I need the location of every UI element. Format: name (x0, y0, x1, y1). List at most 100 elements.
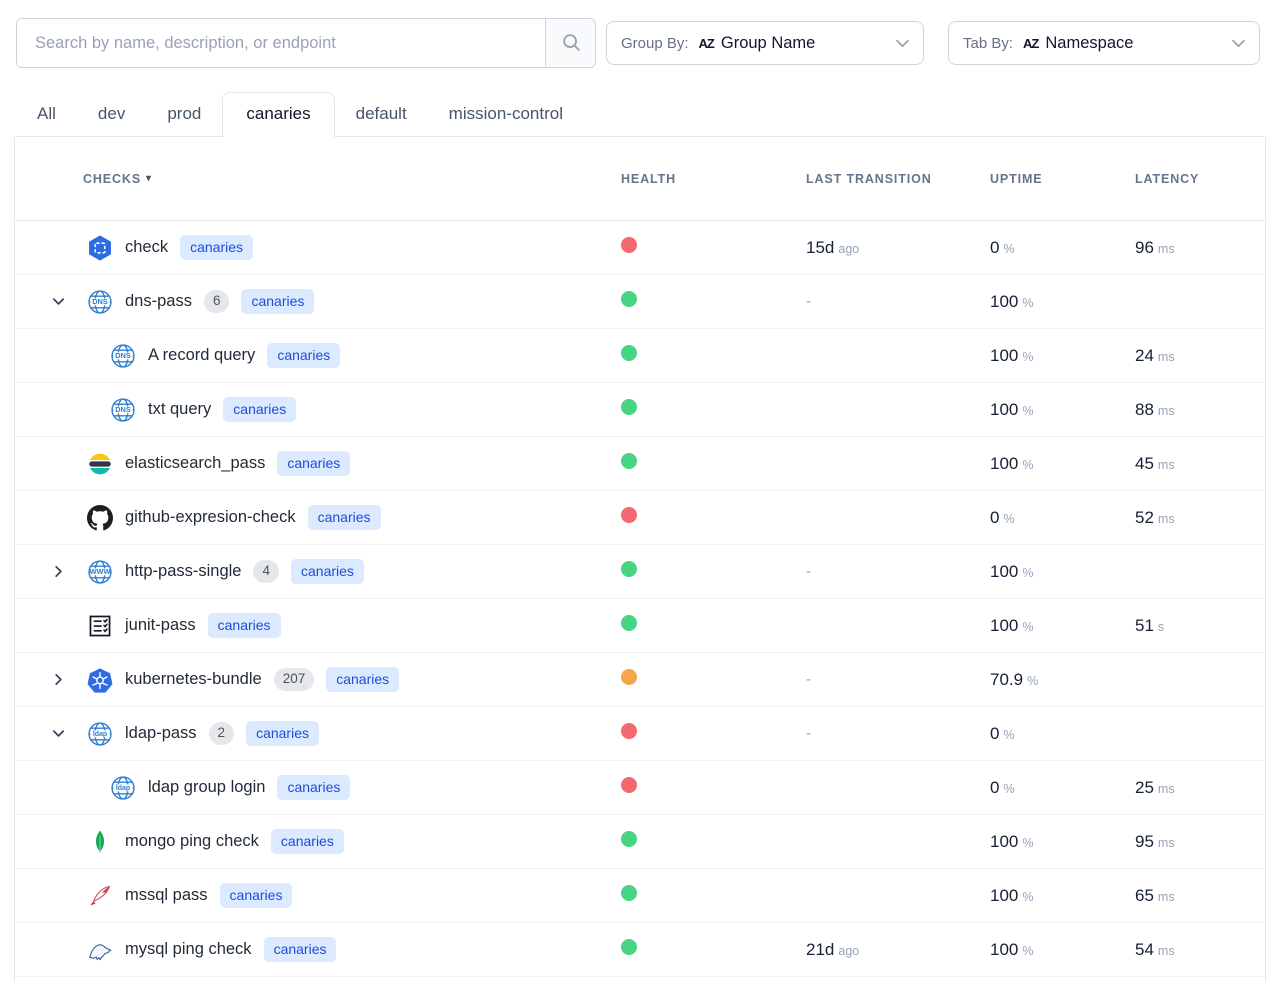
column-header-checks[interactable]: CHECKS ▾ (83, 171, 152, 186)
check-name: txt query (148, 400, 212, 418)
health-cell (607, 453, 792, 474)
table-row[interactable]: check canaries 15d ago 0% 96 ms (15, 221, 1265, 275)
health-status-dot (621, 777, 637, 793)
table-header: CHECKS ▾ HEALTH LAST TRANSITION UPTIME L… (15, 137, 1265, 221)
svg-text:WWW: WWW (90, 567, 111, 576)
group-by-select[interactable]: Group By: A​Z Group Name (606, 21, 924, 65)
ldap-globe-icon: ldap (87, 721, 113, 747)
check-name: kubernetes-bundle (125, 670, 262, 688)
checks-table: CHECKS ▾ HEALTH LAST TRANSITION UPTIME L… (14, 136, 1266, 982)
uptime-cell: 100% (990, 831, 1034, 851)
check-name: elasticsearch_pass (125, 454, 266, 472)
uptime-cell: 100% (990, 615, 1034, 635)
child-count-badge: 207 (273, 668, 315, 691)
namespace-badge: canaries (307, 505, 381, 530)
column-header-last-transition: LAST TRANSITION (806, 171, 932, 186)
search-input[interactable] (17, 19, 545, 67)
container-icon (87, 235, 113, 261)
check-name: http-pass-single (125, 562, 242, 580)
latency-cell: 25 ms (1135, 777, 1175, 797)
health-status-dot (621, 399, 637, 415)
latency-cell (1121, 562, 1265, 582)
namespace-badge: canaries (207, 613, 281, 638)
last-transition-cell (792, 455, 976, 473)
health-cell (607, 615, 792, 636)
health-status-dot (621, 345, 637, 361)
column-header-health: HEALTH (621, 171, 677, 186)
check-name: github-expresion-check (125, 508, 296, 526)
health-status-dot (621, 507, 637, 523)
table-row[interactable]: mysql ping check canaries 21d ago 100% 54… (15, 923, 1265, 977)
tab-dev[interactable]: dev (97, 104, 126, 123)
namespace-badge: canaries (291, 559, 364, 584)
sort-indicator-icon: ▾ (146, 173, 152, 184)
tab-all[interactable]: All (37, 104, 56, 123)
check-name-cell: mssql pass canaries (15, 883, 607, 909)
svg-text:DNS: DNS (115, 405, 131, 414)
chevron-down-icon[interactable] (51, 294, 66, 309)
latency-cell: 24 ms (1135, 345, 1175, 365)
last-transition-cell: - (806, 724, 811, 742)
namespace-badge: canaries (267, 343, 341, 368)
chevron-right-icon[interactable] (51, 672, 66, 687)
health-status-dot (621, 291, 637, 307)
check-name: ldap group login (148, 778, 266, 796)
uptime-cell: 100% (990, 345, 1034, 365)
table-row[interactable]: github-expresion-check canaries 0% 52 ms (15, 491, 1265, 545)
table-row[interactable]: ldap ldap-pass 2 canaries - 0% (15, 707, 1265, 761)
check-name: mssql pass (125, 886, 208, 904)
table-row[interactable]: DNS A record query canaries 100% 24 ms (15, 329, 1265, 383)
expander-slot (51, 726, 87, 741)
table-row[interactable]: ldap ldap group login canaries 0% 25 ms (15, 761, 1265, 815)
uptime-cell: 0% (990, 723, 1015, 743)
health-status-dot (621, 669, 637, 685)
table-row[interactable]: kubernetes-bundle 207 canaries - 70.9% (15, 653, 1265, 707)
tab-canaries[interactable]: canaries (222, 92, 335, 137)
last-transition-cell (792, 833, 976, 851)
health-cell (607, 507, 792, 528)
chevron-right-icon[interactable] (51, 564, 66, 579)
sort-alphabetical-icon: A​Z (1023, 35, 1039, 51)
column-header-latency: LATENCY (1135, 171, 1200, 186)
table-row[interactable]: junit-pass canaries 100% 51 s (15, 599, 1265, 653)
check-name-cell: mongo ping check canaries (15, 829, 607, 855)
uptime-cell: 100% (990, 399, 1034, 419)
tab-prod[interactable]: prod (167, 104, 202, 123)
latency-cell: 45 ms (1135, 453, 1175, 473)
tab-by-label: Tab By: (963, 34, 1014, 52)
uptime-cell: 100% (990, 291, 1034, 311)
table-row[interactable]: DNS dns-pass 6 canaries - 100% (15, 275, 1265, 329)
uptime-cell: 70.9% (990, 669, 1039, 689)
tab-mission-control[interactable]: mission-control (448, 104, 563, 123)
check-name: A record query (148, 346, 256, 364)
table-row[interactable]: mssql pass canaries 100% 65 ms (15, 869, 1265, 923)
health-cell (607, 561, 792, 582)
namespace-badge: canaries (326, 667, 400, 692)
last-transition-cell: 15d ago (806, 237, 860, 257)
check-name: ldap-pass (125, 724, 197, 742)
table-row[interactable]: WWW http-pass-single 4 canaries - 100% (15, 545, 1265, 599)
svg-text:ldap: ldap (93, 731, 107, 738)
check-name: mongo ping check (125, 832, 259, 850)
expander-slot (51, 672, 87, 687)
table-row[interactable]: elasticsearch_pass canaries 100% 45 ms (15, 437, 1265, 491)
latency-cell (1121, 670, 1265, 690)
tab-by-select[interactable]: Tab By: A​Z Namespace (948, 21, 1260, 65)
elasticsearch-icon (87, 451, 113, 477)
mssql-icon (87, 883, 113, 909)
health-cell (607, 669, 792, 690)
chevron-down-icon[interactable] (51, 726, 66, 741)
dns-icon: DNS (110, 397, 136, 423)
last-transition-cell (792, 401, 976, 419)
mysql-dolphin-icon (87, 937, 113, 963)
table-row[interactable]: DNS txt query canaries 100% 88 ms (15, 383, 1265, 437)
check-name-cell: DNS dns-pass 6 canaries (15, 289, 607, 315)
toolbar: Group By: A​Z Group Name Tab By: A​Z Nam… (0, 0, 1280, 68)
tab-default[interactable]: default (355, 104, 407, 123)
uptime-cell: 100% (990, 939, 1034, 959)
search-button[interactable] (545, 19, 595, 67)
health-status-dot (621, 723, 637, 739)
latency-cell: 88 ms (1135, 399, 1175, 419)
table-row[interactable]: mongo ping check canaries 100% 95 ms (15, 815, 1265, 869)
health-status-dot (621, 615, 637, 631)
